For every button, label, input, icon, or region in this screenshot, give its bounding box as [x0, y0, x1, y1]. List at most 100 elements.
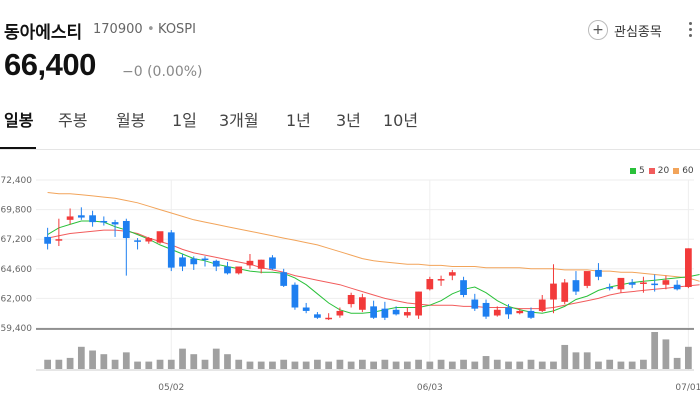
tab-weekly[interactable]: 주봉 — [58, 111, 88, 130]
tab-1year[interactable]: 1년 — [286, 111, 311, 130]
candle-body — [617, 277, 625, 290]
volume-bar — [235, 359, 243, 369]
volume-bar — [44, 359, 51, 369]
volume-bar — [111, 359, 119, 369]
volume-bar — [347, 361, 355, 369]
chart-legend: 5 20 60 — [630, 166, 694, 176]
candle-body — [325, 317, 333, 320]
separator-dot: • — [147, 22, 155, 37]
more-options-icon[interactable] — [688, 22, 694, 40]
volume-bar — [392, 361, 400, 369]
candle-body — [370, 306, 377, 318]
legend-swatch-ma20 — [648, 168, 655, 174]
legend-ma5: 5 — [639, 166, 645, 176]
candle-body — [302, 307, 310, 311]
volume-bar — [538, 361, 546, 369]
market-label: KOSPI — [158, 22, 196, 37]
ma20-line — [47, 229, 700, 310]
candle-body — [583, 271, 591, 286]
volume-bar — [201, 359, 209, 369]
candle-body — [224, 266, 231, 274]
candle-body — [651, 283, 659, 286]
volume-bar — [381, 359, 389, 369]
volume-bar — [167, 359, 175, 369]
candle-body — [212, 260, 220, 267]
plus-icon: + — [588, 20, 608, 40]
price-chart[interactable]: 72,400 69,800 67,200 64,600 62,000 59,400 05/0… — [0, 160, 700, 400]
volume-bar — [145, 361, 153, 369]
volume-bar — [77, 346, 85, 369]
candle-body — [460, 280, 467, 295]
volume-bar — [685, 346, 692, 369]
volume-bar — [606, 359, 614, 369]
volume-bar — [471, 361, 479, 369]
volume-bar — [89, 350, 96, 369]
candle-body — [628, 282, 636, 285]
volume-bar — [437, 359, 445, 369]
candle-body — [269, 257, 276, 269]
current-price: 66,400 — [4, 47, 96, 82]
tab-daily[interactable]: 일봉 — [4, 111, 34, 130]
candle-body — [246, 260, 254, 266]
candle-body — [640, 282, 647, 284]
candle-body — [527, 310, 535, 318]
volume-bar — [370, 361, 377, 369]
ma60-line — [47, 192, 700, 282]
candle-body — [381, 308, 389, 318]
volume-bar — [302, 361, 310, 369]
y-tick-label: 72,400 — [1, 176, 33, 186]
candle-body — [55, 239, 63, 241]
candle-body — [44, 236, 51, 244]
volume-bar — [516, 361, 524, 369]
candle-body — [516, 310, 524, 314]
candle-body — [572, 280, 580, 292]
candle-body — [111, 222, 119, 225]
tab-10year[interactable]: 10년 — [383, 111, 419, 130]
tab-monthly[interactable]: 월봉 — [116, 111, 146, 130]
volume-bar — [572, 352, 580, 369]
candle-body — [257, 259, 265, 269]
tabs-divider — [0, 149, 700, 150]
volume-bar — [190, 354, 198, 369]
candle-body — [538, 299, 546, 311]
candle-body — [493, 309, 501, 316]
candle-body — [662, 280, 670, 285]
x-tick-label: 07/01 — [675, 383, 700, 393]
candle-body — [122, 220, 130, 239]
volume-bar — [359, 359, 366, 369]
volume-bar — [550, 361, 557, 369]
volume-bar — [314, 359, 321, 369]
candle-body — [673, 284, 681, 290]
legend-swatch-ma60 — [673, 168, 680, 174]
volume-bar — [493, 359, 501, 369]
volume-bar — [325, 361, 333, 369]
candle-body — [606, 287, 614, 289]
candle-body — [314, 314, 321, 318]
candle-body — [471, 299, 479, 309]
candle-body — [190, 258, 198, 265]
add-watchlist-button[interactable]: + 관심종목 — [588, 18, 662, 42]
candle-body — [392, 309, 400, 315]
tab-1day[interactable]: 1일 — [172, 111, 197, 130]
volume-bar — [505, 361, 512, 369]
candle-body — [179, 257, 186, 267]
volume-bar — [583, 352, 591, 369]
watchlist-label: 관심종목 — [614, 24, 662, 40]
candle-body — [505, 307, 512, 315]
candle-body — [403, 312, 411, 316]
volume-bar — [66, 357, 74, 369]
volume-bar — [212, 348, 220, 369]
candle-body — [167, 232, 175, 268]
stock-name: 동아에스티 — [4, 23, 83, 43]
candle-body — [201, 258, 209, 261]
candle-body — [359, 297, 366, 310]
volume-bar — [403, 361, 411, 369]
candle-body — [336, 310, 344, 316]
candle-body — [448, 272, 456, 276]
volume-bar — [426, 361, 434, 369]
tab-3month[interactable]: 3개월 — [219, 111, 259, 130]
tab-3year[interactable]: 3년 — [336, 111, 361, 130]
candle-body — [595, 269, 602, 277]
ma5-line — [47, 220, 700, 314]
volume-bar — [55, 359, 63, 369]
